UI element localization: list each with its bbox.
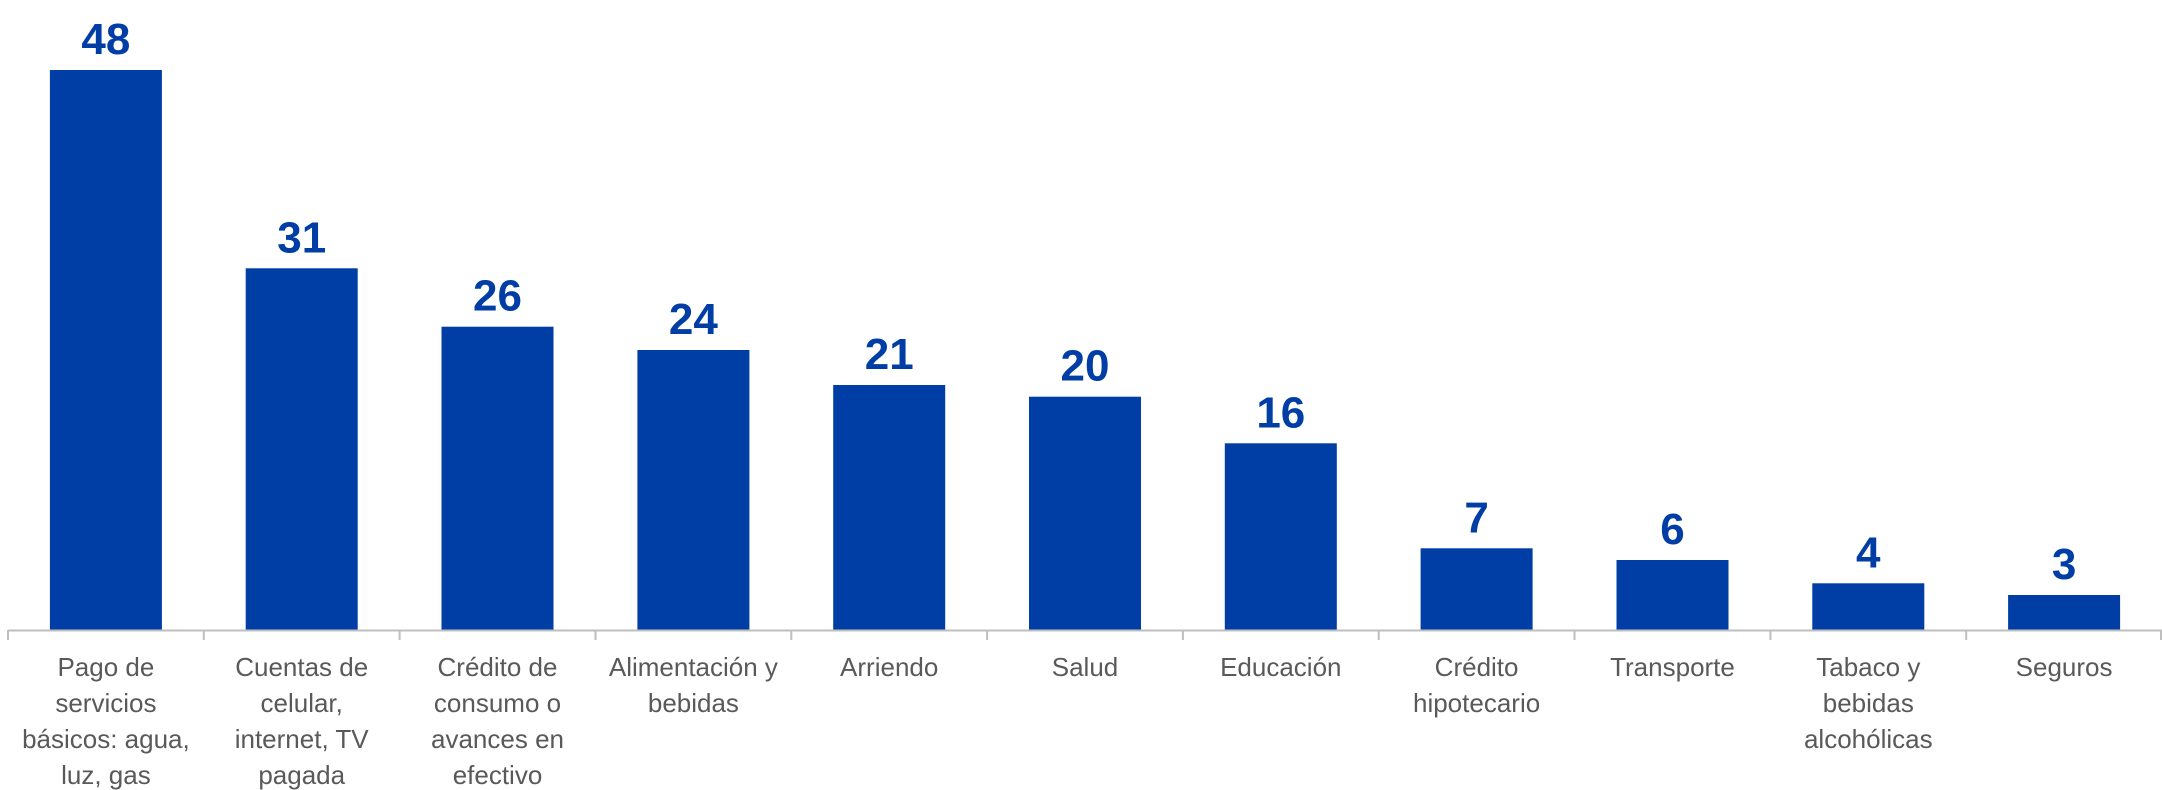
x-axis-ticks-group [7,630,2162,640]
bar-0 [49,70,162,630]
bar-4 [833,385,946,630]
bar-9 [1812,583,1925,630]
category-label-1: Cuentas de celular, internet, TV pagada [235,652,370,790]
bar-7 [1420,548,1533,630]
bar-5 [1029,396,1141,630]
category-label-9: Tabaco y bebidas alcohólicas [1804,652,1933,754]
category-label-line: efectivo [453,760,543,790]
category-label-3: Alimentación y bebidas [609,652,778,718]
data-label-7: 7 [1464,493,1488,542]
category-label-line: Cuentas de [235,652,368,682]
category-label-line: Salud [1052,652,1119,682]
category-label-5: Salud [1052,652,1119,682]
category-label-line: celular, [261,688,343,718]
category-label-line: alcohólicas [1804,724,1933,754]
data-label-8: 6 [1660,505,1684,554]
category-label-8: Transporte [1610,652,1735,682]
category-label-line: Transporte [1610,652,1735,682]
category-label-7: Crédito hipotecario [1413,652,1540,718]
category-label-line: básicos: agua, [22,724,190,754]
category-label-10: Seguros [2016,652,2113,682]
category-labels-group: Pago de servicios básicos: agua, luz, gas Cu… [22,652,2112,790]
category-label-line: Seguros [2016,652,2113,682]
category-label-line: avances en [431,724,564,754]
category-label-line: pagada [258,760,345,790]
category-label-line: Crédito de [438,652,558,682]
bars-group [49,70,2121,630]
category-label-line: consumo o [434,688,561,718]
data-label-1: 31 [277,213,326,262]
category-label-4: Arriendo [840,652,938,682]
category-label-line: luz, gas [61,760,151,790]
category-label-6: Educación [1220,652,1341,682]
category-label-line: internet, TV [235,724,370,754]
bar-3 [637,350,750,630]
category-label-line: Arriendo [840,652,938,682]
bar-6 [1224,443,1337,630]
bar-2 [441,326,554,630]
data-label-6: 16 [1256,388,1305,437]
category-label-0: Pago de servicios básicos: agua, luz, gas [22,652,190,790]
category-label-line: hipotecario [1413,688,1540,718]
category-label-2: Crédito de consumo o avances en efectivo [431,652,564,790]
data-label-4: 21 [865,330,914,379]
category-label-line: bebidas [648,688,739,718]
data-label-3: 24 [669,295,718,344]
data-label-2: 26 [473,272,522,321]
data-label-5: 20 [1061,342,1110,391]
bar-8 [1616,560,1729,630]
data-labels-group: 48 31 26 24 21 20 16 7 6 4 3 [81,15,2076,589]
category-label-line: Alimentación y [609,652,778,682]
data-label-9: 4 [1856,528,1881,577]
category-label-line: Tabaco y [1816,652,1920,682]
bar-10 [2008,595,2121,630]
data-label-0: 48 [81,15,130,64]
category-label-line: servicios [55,688,156,718]
category-label-line: Crédito [1435,652,1519,682]
data-label-10: 3 [2052,540,2076,589]
category-label-line: Pago de [57,652,154,682]
category-label-line: Educación [1220,652,1341,682]
category-label-line: bebidas [1823,688,1914,718]
bar-1 [245,268,358,630]
